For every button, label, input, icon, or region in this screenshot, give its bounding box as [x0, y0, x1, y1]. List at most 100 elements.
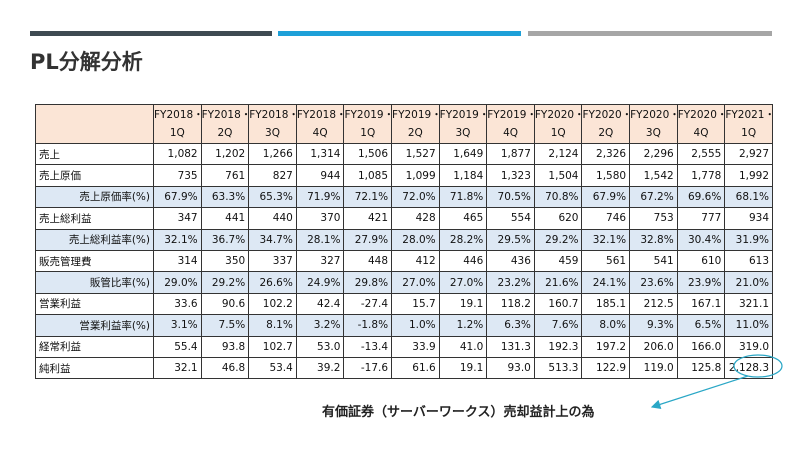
value-cell: 212.5 [629, 292, 678, 316]
value-cell: 7.6% [533, 314, 583, 337]
value-cell: 440 [248, 207, 297, 230]
value-cell: 29.5% [486, 228, 535, 251]
header-cell: FY2019・ 3Q [438, 104, 488, 144]
value-cell: 70.5% [486, 185, 535, 209]
header-line: 2Q [217, 127, 233, 139]
table-row: 純利益 32.1 46.8 53.4 39.2 -17.6 61.6 19.1 93.0 513.… [35, 356, 773, 380]
row-label: 販管比率(%) [35, 271, 154, 294]
row-label: 純利益 [35, 356, 154, 380]
header-line: 4Q [693, 127, 709, 139]
value-cell: 72.0% [391, 185, 440, 209]
header-row: FY2018・ 1Q FY2018・ 2Q FY2018・ 3Q FY2018・ 4Q FY20… [35, 104, 773, 144]
row-label: 売上原価 [35, 164, 154, 187]
value-cell: 90.6 [200, 292, 250, 316]
header-cell: FY2019・ 1Q [343, 104, 393, 144]
header-cell: FY2018・ 1Q [153, 104, 202, 144]
value-cell: 29.0% [153, 271, 202, 294]
value-cell: 122.9 [581, 356, 631, 380]
value-cell: 125.8 [676, 356, 726, 380]
value-cell: 27.0% [391, 271, 440, 294]
header-cell: FY2018・ 2Q [200, 104, 250, 144]
value-cell: 167.1 [676, 292, 726, 316]
value-cell: 19.1 [438, 292, 488, 316]
value-cell: 23.9% [676, 271, 726, 294]
value-cell: 29.2% [200, 271, 250, 294]
table-row: 営業利益率(%) 3.1% 7.5% 8.1% 3.2% -1.8% 1.0% 1.2% 6.3… [35, 314, 773, 337]
header-cell: FY2018・ 4Q [295, 104, 345, 144]
value-cell: 69.6% [676, 185, 726, 209]
value-cell: 1,082 [153, 142, 202, 166]
corner-cell [35, 104, 154, 144]
value-cell: 67.9% [153, 185, 202, 209]
value-cell: 1,314 [295, 142, 345, 166]
header-line: FY2019・ [392, 109, 440, 121]
value-cell: 27.9% [343, 228, 393, 251]
value-cell: 28.0% [391, 228, 440, 251]
value-cell: 206.0 [629, 335, 678, 358]
value-cell: 944 [295, 164, 345, 187]
header-line: 3Q [455, 127, 471, 139]
value-cell: 1,266 [248, 142, 297, 166]
value-cell: 761 [200, 164, 250, 187]
value-cell: 513.3 [533, 356, 583, 380]
header-line: 1Q [169, 127, 185, 139]
value-cell: 321.1 [724, 292, 773, 316]
value-cell: 93.0 [486, 356, 535, 380]
header-line: FY2018・ [154, 109, 202, 121]
value-cell: 1,504 [533, 164, 583, 187]
header-line: 1Q [741, 127, 757, 139]
value-cell: 446 [438, 249, 488, 273]
value-cell: 1,184 [438, 164, 488, 187]
value-cell: 53.4 [248, 356, 297, 380]
value-cell: 610 [676, 249, 726, 273]
value-cell: 71.8% [438, 185, 488, 209]
value-cell: 41.0 [438, 335, 488, 358]
value-cell: 1,877 [486, 142, 535, 166]
header-line: FY2018・ [201, 109, 249, 121]
value-cell: 70.8% [533, 185, 583, 209]
value-cell: 9.3% [629, 314, 678, 337]
value-cell: 1,085 [343, 164, 393, 187]
value-cell: 337 [248, 249, 297, 273]
value-cell: 412 [391, 249, 440, 273]
header-line: FY2020・ [677, 109, 725, 121]
value-cell: 29.2% [533, 228, 583, 251]
value-cell: -1.8% [343, 314, 393, 337]
value-cell: 2,128.3 [724, 356, 773, 380]
header-line: FY2018・ [296, 109, 344, 121]
value-cell: 67.9% [581, 185, 631, 209]
row-label: 売上総利益 [35, 207, 154, 230]
row-label: 経常利益 [35, 335, 154, 358]
value-cell: 2,927 [724, 142, 773, 166]
accent-bar [528, 31, 772, 36]
value-cell: 27.0% [438, 271, 488, 294]
value-cell: 71.9% [295, 185, 345, 209]
header-cell: FY2018・ 3Q [248, 104, 297, 144]
header-cell: FY2021・ 1Q [724, 104, 773, 144]
value-cell: 11.0% [724, 314, 773, 337]
table-row: 営業利益 33.6 90.6 102.2 42.4 -27.4 15.7 19.1 118.2 1… [35, 292, 773, 316]
header-cell: FY2020・ 2Q [581, 104, 631, 144]
annotation-text: 有価証券（サーバーワークス）売却益計上の為 [322, 405, 595, 420]
value-cell: 31.9% [724, 228, 773, 251]
table-row: 売上総利益率(%) 32.1% 36.7% 34.7% 28.1% 27.9% 28.0% 2… [35, 228, 773, 251]
value-cell: 63.3% [200, 185, 250, 209]
value-cell: 61.6 [391, 356, 440, 380]
table-row: 売上原価 735 761 827 944 1,085 1,099 1,184 1,323 1,50… [35, 164, 773, 187]
annotation-arrow [650, 375, 749, 409]
header-line: 2Q [598, 127, 614, 139]
header-line: 1Q [360, 127, 376, 139]
value-cell: 32.1% [153, 228, 202, 251]
accent-bar [278, 31, 521, 36]
header-cell: FY2019・ 4Q [486, 104, 535, 144]
value-cell: 1,202 [200, 142, 250, 166]
value-cell: 777 [676, 207, 726, 230]
value-cell: 36.7% [200, 228, 250, 251]
header-line: 4Q [503, 127, 519, 139]
value-cell: 26.6% [248, 271, 297, 294]
value-cell: -17.6 [343, 356, 393, 380]
header-line: 4Q [312, 127, 328, 139]
pl-table: FY2018・ 1Q FY2018・ 2Q FY2018・ 3Q FY2018・ 4Q FY20… [35, 104, 773, 380]
